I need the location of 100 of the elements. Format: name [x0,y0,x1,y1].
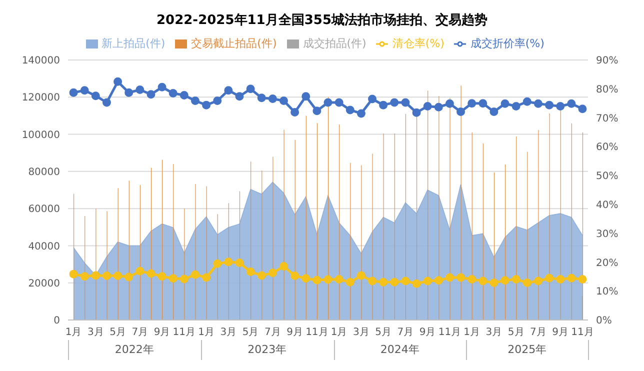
point [346,106,354,114]
point [478,276,488,286]
point [202,100,211,110]
point [490,107,498,116]
point [290,272,300,280]
point [235,258,244,268]
point [146,90,156,99]
point [468,275,476,284]
point [468,99,476,108]
legend-label: 成交拍品(件) [302,37,366,50]
point [434,276,443,285]
y-tick-label: 40000 [28,241,60,252]
point [213,96,222,105]
point [158,82,166,92]
point [456,107,466,116]
point [246,84,255,94]
point [312,276,322,284]
point [334,98,344,107]
x-tick-label: 9月 [286,327,303,338]
x-tick-label: 5月 [110,327,126,338]
x-tick-label: 5月 [375,327,392,338]
point [168,88,178,98]
text: 2023年 [246,342,288,357]
x-tick-label: 3月 [220,327,237,338]
point [190,270,200,279]
x-tick-label: 1月 [65,327,82,338]
point [556,275,565,284]
x-tick-label: 1月 [330,327,348,338]
x-tick-label: 9月 [154,327,170,338]
x-tick-label: 1月 [464,327,480,338]
point [578,104,587,114]
point [290,108,300,117]
x-tick-label: 11月 [438,327,462,338]
point [302,92,310,101]
point [136,86,144,94]
point [102,98,111,107]
point [423,276,432,286]
y-tick-label: 100000 [22,130,60,141]
point [124,272,134,282]
point [401,276,410,286]
y-tick-label: 20000 [28,278,60,290]
point [180,274,188,284]
x-tick-label: 5月 [508,327,524,338]
y2-tick-label: 50% [596,171,618,182]
point [356,271,366,280]
point [567,99,576,108]
point [412,108,421,117]
point [512,275,520,284]
y-tick-label: 80000 [28,166,60,178]
x-tick-label: 7月 [264,327,281,338]
x-tick-label: 3月 [353,327,370,338]
point [268,94,277,103]
point [69,270,78,278]
point [168,274,178,283]
x-tick-label: 9月 [419,327,436,338]
point [500,276,510,285]
chart-title: 2022-2025年11月全国355城法拍市场挂拍、交易趋势 [156,12,488,30]
x-tick-label: 11月 [571,327,594,338]
y2-tick-label: 90% [596,56,618,67]
point [412,279,421,288]
y-tick-label: 0 [54,316,60,327]
point [324,98,332,107]
point [114,272,122,280]
point [423,102,432,110]
point [556,102,565,110]
legend-label: 成交折价率(%) [470,37,544,50]
x-tick-label: 7月 [132,327,148,338]
x-tick-label: 1月 [198,327,214,338]
y2-tick-label: 0% [596,316,612,327]
point [545,100,554,110]
point [500,99,510,108]
point [578,275,587,284]
point [401,98,410,107]
x-tick-label: 7月 [530,327,546,338]
point [202,273,211,282]
point [158,272,166,281]
point [146,269,156,278]
x-tick-label: 11月 [172,327,196,338]
point [334,275,344,284]
point [445,273,454,282]
point [302,274,310,283]
point [522,278,532,287]
x-tick-label: 3月 [486,327,502,338]
point [368,94,377,104]
point [190,96,200,105]
y-tick-label: 60000 [28,204,60,216]
point [512,102,520,110]
text: 2025年 [506,342,548,357]
point [478,99,488,108]
point [356,109,366,118]
point [545,274,554,282]
point [567,274,576,282]
y2-tick-label: 40% [596,200,618,211]
point [136,266,144,276]
point [445,99,454,108]
x-tick-label: 5月 [242,327,259,338]
point [257,271,266,280]
point [114,77,122,86]
y-tick-label: 120000 [22,92,60,104]
x-tick-label: 11月 [306,327,328,338]
